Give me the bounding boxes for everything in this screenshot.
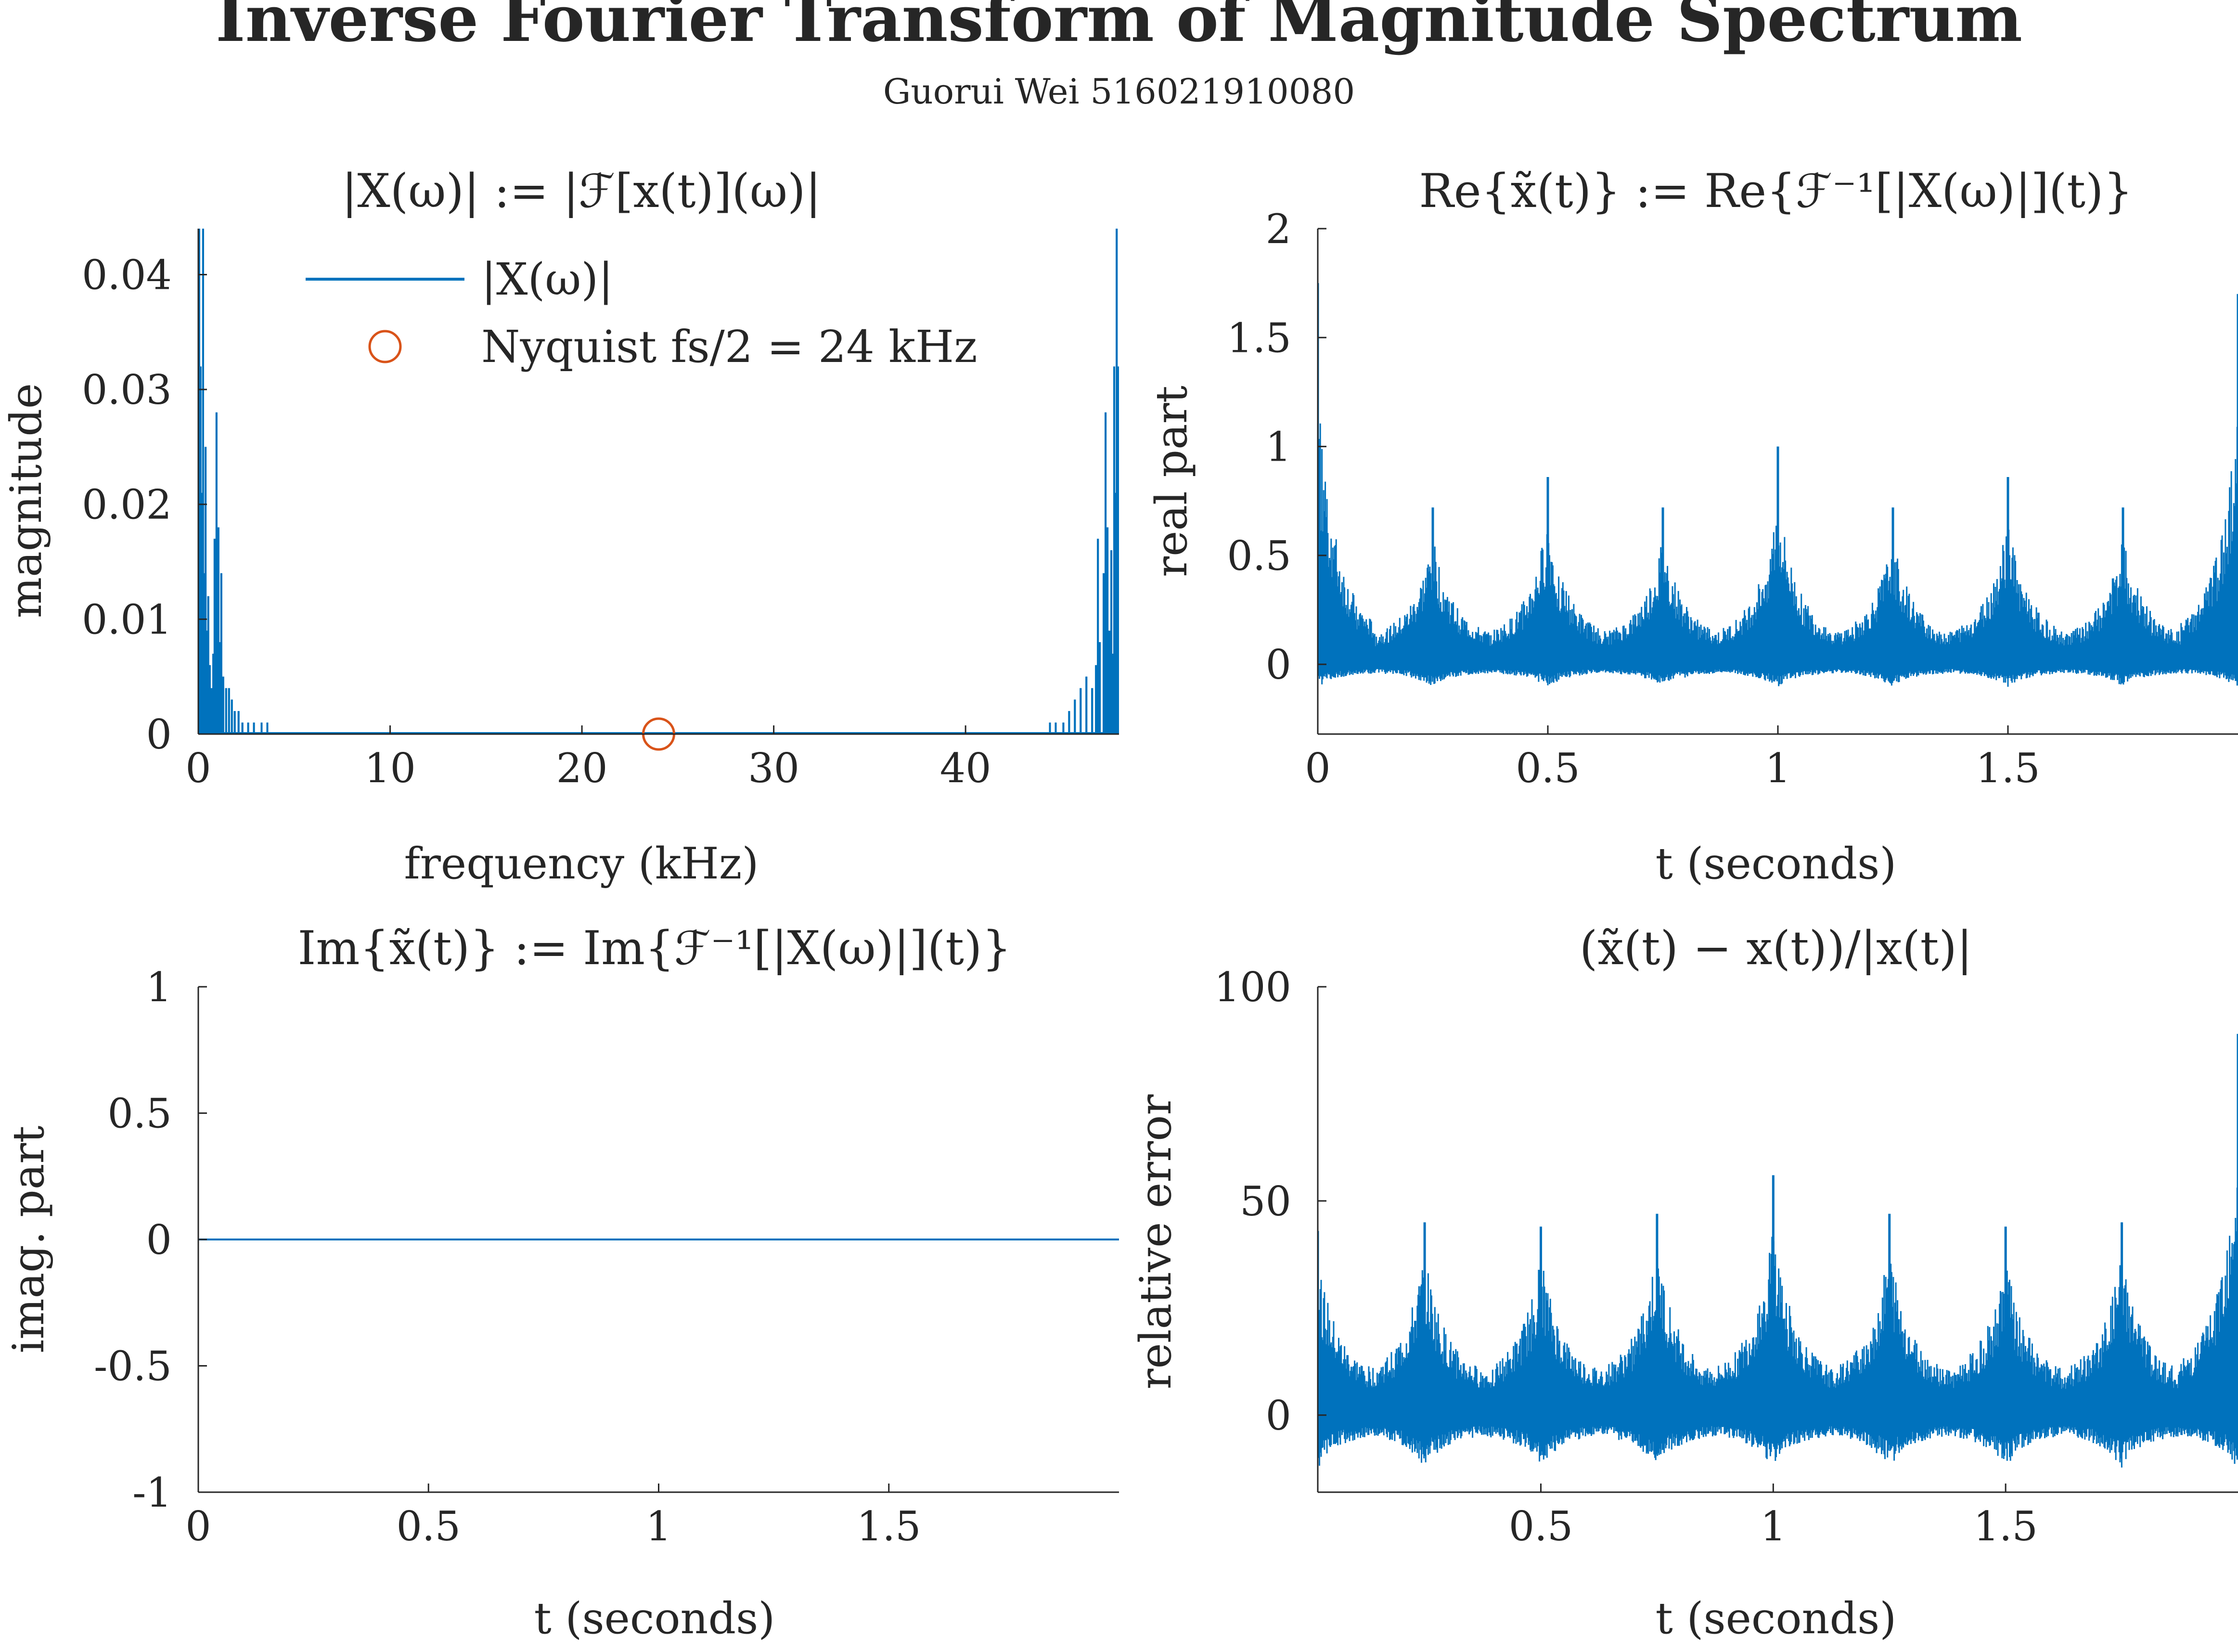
imag-ytick-label: 1: [146, 964, 172, 1011]
magnitude-xtick-label: 40: [940, 745, 991, 792]
error-ytick-label: 0: [1266, 1392, 1291, 1439]
error-xtick-label: 1: [1761, 1503, 1786, 1550]
real-ytick-label: 2: [1266, 206, 1291, 253]
imag-xtick-label: 1.5: [857, 1503, 921, 1550]
magnitude-ytick-label: 0.03: [82, 366, 172, 413]
figure-title: Inverse Fourier Transform of Magnitude S…: [216, 0, 2022, 56]
legend-entry-spectrum: |X(ω)|: [481, 254, 613, 305]
magnitude-ytick-label: 0: [146, 711, 172, 758]
figure-subtitle: Guorui Wei 516021910080: [883, 71, 1355, 112]
error-oscillation: [1318, 1187, 2238, 1468]
magnitude-xtick-label: 20: [556, 745, 608, 792]
error-signal: [1318, 1033, 2238, 1468]
panel-error-xlabel: t (seconds): [1656, 1593, 1897, 1644]
magnitude-ytick-label: 0.04: [82, 251, 172, 298]
panel-real-title: Re{x̃(t)} := Re{ℱ⁻¹[|X(ω)|](t)}: [1419, 164, 2133, 218]
panel-imag-part: Im{x̃(t)} := Im{ℱ⁻¹[|X(ω)|](t)} t (secon…: [3, 921, 1119, 1644]
panel-real-ylabel: real part: [1146, 386, 1197, 577]
real-xtick-label: 1: [1765, 745, 1790, 792]
real-ytick-label: 0: [1266, 641, 1291, 688]
panel-imag-title: Im{x̃(t)} := Im{ℱ⁻¹[|X(ω)|](t)}: [298, 921, 1012, 975]
real-xtick-label: 0.5: [1516, 745, 1580, 792]
magnitude-series: [198, 229, 1119, 751]
magnitude-xtick-label: 0: [185, 745, 211, 792]
panel-error-ylabel: relative error: [1131, 1094, 1181, 1390]
panel-real-part: Re{x̃(t)} := Re{ℱ⁻¹[|X(ω)|](t)} t (secon…: [1146, 164, 2238, 889]
error-xtick-label: 0.5: [1509, 1503, 1573, 1550]
panel-real-xlabel: t (seconds): [1656, 839, 1897, 889]
real-ytick-label: 0.5: [1227, 532, 1291, 580]
magnitude-ytick-label: 0.02: [82, 481, 172, 529]
magnitude-ytick-label: 0.01: [82, 596, 172, 643]
legend: |X(ω)| Nyquist fs/2 = 24 kHz: [306, 254, 978, 373]
error-ytick-label: 100: [1214, 964, 1291, 1011]
imag-ytick-label: 0: [146, 1216, 172, 1264]
real-xtick-label: 0: [1305, 745, 1330, 792]
error-series: [1318, 1033, 2238, 1468]
panel-magnitude-xlabel: frequency (kHz): [404, 839, 759, 889]
imag-ytick-label: -0.5: [94, 1343, 172, 1390]
real-ytick-label: 1.5: [1227, 314, 1291, 361]
legend-marker-swatch: [368, 330, 402, 363]
real-ytick-label: 1: [1266, 424, 1291, 471]
real-signal: [1318, 283, 2238, 687]
panel-relative-error: (x̃(t) − x(t))/|x(t)| t (seconds) relati…: [1131, 921, 2238, 1644]
imag-ytick-label: -1: [132, 1469, 172, 1516]
panel-error-title: (x̃(t) − x(t))/|x(t)|: [1580, 921, 1972, 975]
real-series: [1318, 283, 2238, 687]
panel-imag-ylabel: imag. part: [3, 1125, 54, 1353]
panel-imag-xlabel: t (seconds): [534, 1593, 775, 1644]
magnitude-xtick-label: 10: [364, 745, 416, 792]
real-oscillation: [1318, 399, 2238, 687]
error-ytick-label: 50: [1240, 1178, 1291, 1225]
panel-magnitude-title: |X(ω)| := |ℱ[x(t)](ω)|: [342, 164, 821, 218]
legend-entry-nyquist: Nyquist fs/2 = 24 kHz: [481, 321, 978, 373]
real-xtick-label: 1.5: [1976, 745, 2040, 792]
imag-xtick-label: 0.5: [396, 1503, 461, 1550]
imag-ytick-label: 0.5: [107, 1090, 172, 1137]
imag-xtick-label: 1: [646, 1503, 671, 1550]
panel-magnitude-ylabel: magnitude: [1, 383, 51, 618]
imag-xtick-label: 0: [185, 1503, 211, 1550]
panel-magnitude-spectrum: |X(ω)| := |ℱ[x(t)](ω)| frequency (kHz) m…: [1, 164, 1119, 889]
error-xtick-label: 1.5: [1973, 1503, 2038, 1550]
magnitude-xtick-label: 30: [748, 745, 799, 792]
